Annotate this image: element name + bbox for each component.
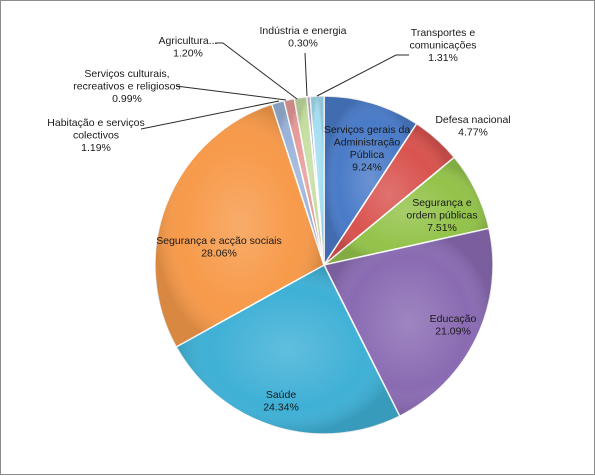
slice-percent: 7.51% <box>427 222 457 234</box>
slice-name-line: Transportes e <box>411 27 476 39</box>
slice-label-educacao: Educação 21.09% <box>430 313 477 338</box>
slice-label-servicos-gerais-da-administracao-publica: Serviços gerais da Administração Pública 9.… <box>324 124 411 174</box>
slice-percent: 24.34% <box>263 402 299 414</box>
slice-labels: Serviços gerais da Administração Pública 9.… <box>47 25 510 414</box>
pie-slice-shade <box>155 104 324 347</box>
slice-percent: 9.24% <box>352 162 382 174</box>
slice-name-line: ordem públicas <box>406 210 477 222</box>
slice-name-line: Segurança e <box>412 197 472 209</box>
pie-slice-shade <box>310 96 324 265</box>
leader-line-transportes-e-comunicacoes <box>316 54 409 97</box>
pie-slice-shade <box>324 96 417 265</box>
pie-slice-shade <box>176 265 400 435</box>
slice-percent: 1.31% <box>428 52 458 64</box>
slice-percent: 21.09% <box>435 326 471 338</box>
pie-slice-shade <box>284 98 324 265</box>
slice-percent: 0.30% <box>288 38 318 50</box>
slice-label-seguranca-e-ordem-publicas: Segurança e ordem públicas 7.51% <box>406 197 477 234</box>
slice-percent: 4.77% <box>458 127 488 139</box>
pie-slice-shade <box>324 228 494 417</box>
leader-lines <box>140 42 409 130</box>
slice-name-line: Pública <box>350 149 385 161</box>
leader-line-industria-e-energia <box>304 52 308 97</box>
leader-line-habitacao-e-servicos-colectivos <box>140 100 280 130</box>
leader-line-servicos-culturais-recreativos-e-religiosos <box>175 85 287 101</box>
leader-line-agricultura <box>215 42 298 100</box>
slice-label-defesa-nacional: Defesa nacional 4.77% <box>435 114 510 139</box>
slice-name-line: colectivos <box>73 130 119 142</box>
slice-name-line: Saúde <box>266 389 297 401</box>
slice-label-habitacao-e-servicos-colectivos: Habitação e serviços colectivos 1.19% <box>47 117 144 154</box>
slice-name-line: Educação <box>430 313 477 325</box>
slice-percent: 1.20% <box>173 48 203 60</box>
slice-name-line: comunicações <box>409 40 476 52</box>
pie-slice-shade <box>324 123 455 265</box>
slice-label-agricultura: Agricultura... 1.20% <box>159 35 218 60</box>
pie-slice-shade <box>294 96 324 265</box>
slice-name-line: Indústria e energia <box>260 25 347 37</box>
slice-label-transportes-e-comunicacoes: Transportes e comunicações 1.31% <box>409 27 476 64</box>
slice-label-industria-e-energia: Indústria e energia 0.30% <box>260 25 347 50</box>
slice-name-line: Agricultura... <box>159 35 218 47</box>
slice-name-line: Administração <box>334 137 401 149</box>
slice-percent: 0.99% <box>112 93 142 105</box>
pie-slice-shade <box>324 157 489 265</box>
pie-slice-shade <box>271 100 324 265</box>
slice-label-saude: Saúde 24.34% <box>263 389 299 414</box>
slice-name-line: Defesa nacional <box>435 114 510 126</box>
slice-name-line: recreativos e religiosos <box>73 81 180 93</box>
slice-percent: 28.06% <box>201 248 237 260</box>
slice-name-line: Serviços gerais da <box>324 124 411 136</box>
slice-name-line: Segurança e acção sociais <box>156 235 282 247</box>
pie-slice-shade <box>306 96 324 265</box>
slice-label-servicos-culturais-recreativos-e-religiosos: Serviços culturais, recreativos e religio… <box>73 68 180 105</box>
slice-name-line: Serviços culturais, <box>84 68 169 80</box>
slice-percent: 1.19% <box>81 142 111 154</box>
slice-label-seguranca-e-accao-sociais: Segurança e acção sociais 28.06% <box>156 235 282 260</box>
pie-slices <box>154 95 494 435</box>
slice-name-line: Habitação e serviços <box>47 117 144 129</box>
